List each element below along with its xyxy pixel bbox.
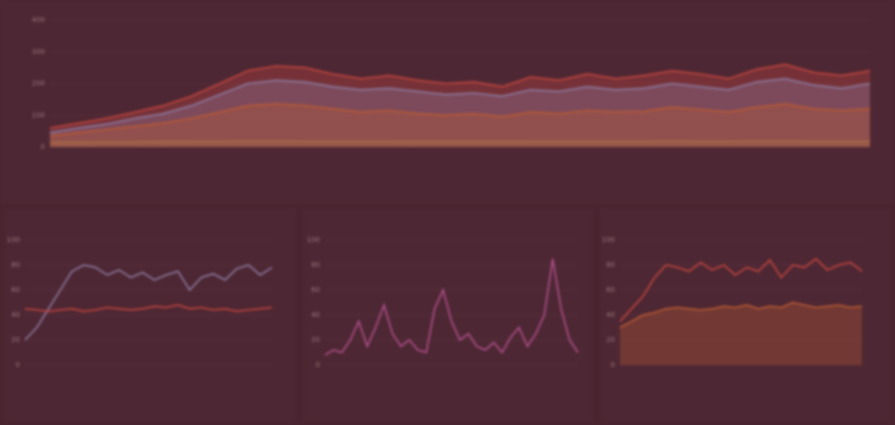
y-tick-label: 100 <box>602 236 615 244</box>
series-line <box>24 304 273 313</box>
series-line <box>24 264 273 341</box>
y-tick-label: 40 <box>606 311 615 319</box>
series-line <box>619 257 863 322</box>
y-tick-label: 100 <box>307 236 320 244</box>
series-line <box>50 140 870 143</box>
top-panel <box>0 0 895 205</box>
y-tick-label: 0 <box>41 143 45 151</box>
y-tick-label: 0 <box>16 361 20 369</box>
y-tick-label: 100 <box>32 111 45 119</box>
y-tick-label: 80 <box>311 261 320 269</box>
y-tick-label: 0 <box>611 361 615 369</box>
y-tick-label: 20 <box>11 336 20 344</box>
y-tick-label: 60 <box>11 286 20 294</box>
area <box>50 141 870 147</box>
y-tick-label: 40 <box>11 311 20 319</box>
y-tick-label: 100 <box>7 236 20 244</box>
series-line <box>49 103 871 137</box>
y-tick-label: 80 <box>606 261 615 269</box>
y-tick-label: 300 <box>32 48 45 56</box>
y-tick-label: 20 <box>311 336 320 344</box>
y-tick-label: 60 <box>606 286 615 294</box>
y-tick-label: 80 <box>11 261 20 269</box>
y-tick-label: 40 <box>311 311 320 319</box>
area <box>620 302 862 365</box>
series-line <box>49 77 871 134</box>
series-line <box>619 301 863 329</box>
y-tick-label: 400 <box>32 16 45 24</box>
series-line <box>324 258 579 356</box>
y-tick-label: 0 <box>316 361 320 369</box>
area <box>50 78 870 147</box>
series-line <box>49 63 871 129</box>
area <box>50 104 870 147</box>
y-tick-label: 20 <box>606 336 615 344</box>
y-tick-label: 60 <box>311 286 320 294</box>
y-tick-label: 200 <box>32 80 45 88</box>
